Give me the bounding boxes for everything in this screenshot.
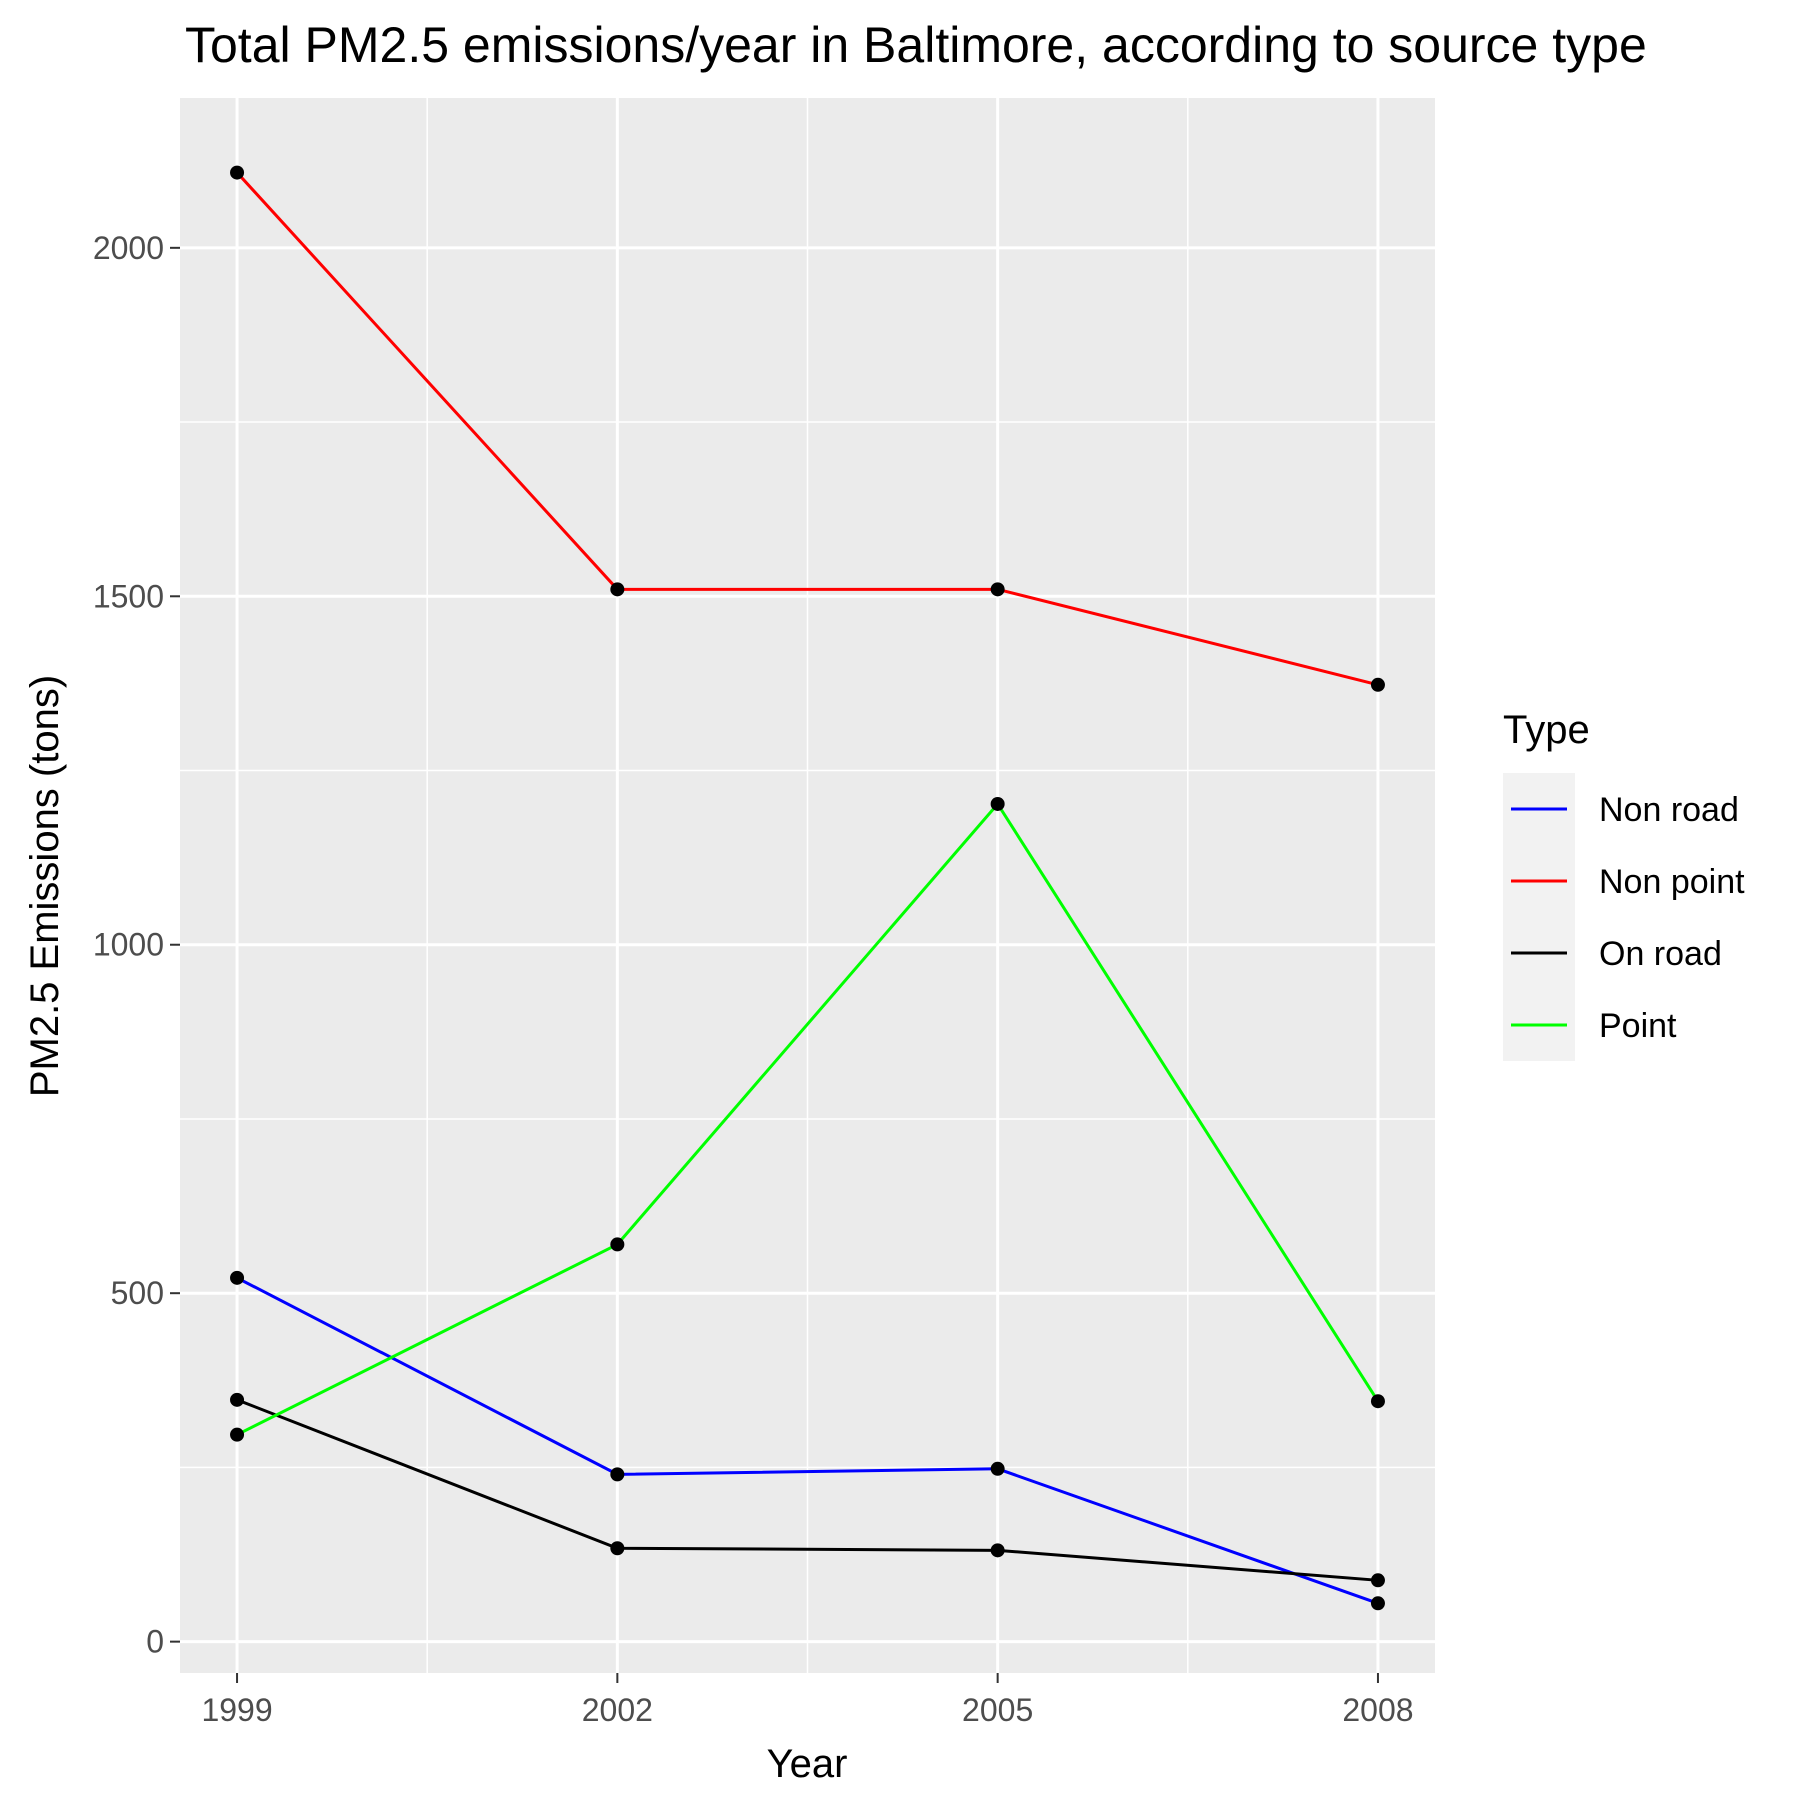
legend-label: Non road (1599, 791, 1739, 829)
legend-key-background (1503, 773, 1575, 1061)
data-point (1370, 1394, 1385, 1409)
y-tick-label: 1500 (93, 578, 164, 614)
series-lines (235, 171, 1380, 1605)
series-line-point (236, 801, 1380, 1437)
data-point (1370, 1573, 1385, 1588)
data-point (990, 582, 1005, 597)
x-tick-label: 2005 (962, 1692, 1033, 1728)
legend-label: Point (1599, 1007, 1677, 1045)
grid-lines (180, 98, 1435, 1673)
data-point (230, 1270, 245, 1285)
x-tick-label: 2002 (582, 1692, 653, 1728)
data-points (230, 165, 1385, 1611)
data-point (610, 582, 625, 597)
data-point (990, 1461, 1005, 1476)
legend-label: Non point (1599, 863, 1745, 901)
y-axis-title: PM2.5 Emissions (tons) (23, 675, 67, 1097)
series-line-non-point (235, 171, 1379, 687)
y-tick-label: 500 (111, 1275, 164, 1311)
data-point (1370, 1596, 1385, 1611)
y-tick-label: 2000 (93, 230, 164, 266)
legend-label: On road (1599, 935, 1722, 973)
series-line-on-road (236, 1398, 1379, 1582)
data-point (230, 1392, 245, 1407)
data-point (230, 165, 245, 180)
data-point (230, 1427, 245, 1442)
legend-title: Type (1503, 708, 1590, 752)
legend: Type Non road Non point On road Point (1503, 708, 1745, 1061)
x-axis-title: Year (767, 1742, 848, 1786)
series-line-non-road (236, 1276, 1379, 1605)
x-tick-label: 2008 (1342, 1692, 1413, 1728)
data-point (1370, 677, 1385, 692)
data-point (990, 796, 1005, 811)
chart-title: Total PM2.5 emissions/year in Baltimore,… (185, 17, 1647, 73)
data-point (610, 1467, 625, 1482)
data-point (610, 1237, 625, 1252)
axes: 0 500 1000 1500 2000 1999 2002 2005 2008 (93, 230, 1414, 1728)
y-tick-label: 1000 (93, 927, 164, 963)
x-tick-label: 1999 (201, 1692, 272, 1728)
data-point (610, 1541, 625, 1556)
data-point (990, 1543, 1005, 1558)
y-tick-label: 0 (146, 1624, 164, 1660)
